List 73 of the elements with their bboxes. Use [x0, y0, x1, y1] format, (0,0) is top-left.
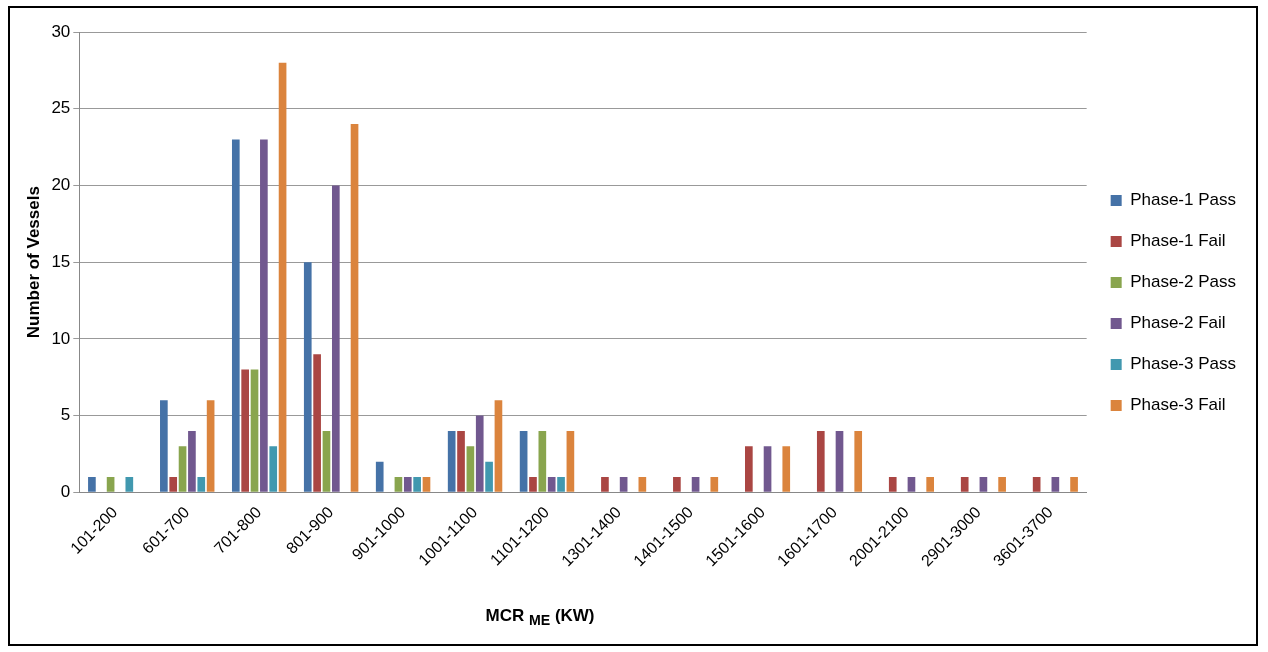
bar — [350, 124, 359, 492]
bar — [178, 446, 187, 492]
bar — [278, 62, 287, 492]
bar — [638, 476, 647, 492]
bar — [888, 476, 897, 492]
bar — [619, 476, 628, 492]
bar — [1032, 476, 1041, 492]
bar — [926, 476, 934, 492]
bar — [303, 262, 312, 492]
bar — [250, 369, 259, 492]
bar — [673, 476, 681, 492]
bar — [197, 476, 206, 492]
bar — [125, 476, 134, 492]
bar — [691, 476, 700, 492]
x-axis-title: MCR $_{ME}$ (KW) — [484, 606, 596, 629]
bar — [466, 446, 475, 492]
y-tick-label: 5 — [60, 405, 71, 425]
bar — [907, 476, 916, 492]
bar — [269, 446, 278, 492]
bar — [519, 430, 528, 492]
bar — [998, 476, 1006, 492]
bar — [782, 446, 791, 492]
y-tick-label: 10 — [51, 328, 71, 348]
bar — [745, 446, 753, 492]
bar — [313, 354, 321, 492]
y-axis-title: Number of Vessels — [23, 186, 43, 339]
bar — [557, 476, 565, 492]
bar — [494, 400, 503, 492]
bar — [403, 476, 412, 492]
bar — [854, 430, 863, 492]
bar — [529, 476, 537, 492]
legend-label: Phase-1 Fail — [1130, 231, 1226, 251]
bar — [241, 369, 249, 492]
bar — [322, 430, 331, 492]
bar — [835, 430, 844, 492]
legend-label: Phase-3 Fail — [1130, 395, 1226, 415]
bar — [960, 476, 969, 492]
bar — [710, 476, 719, 492]
legend-label: Phase-1 Pass — [1130, 190, 1237, 210]
bar — [547, 476, 556, 492]
bar — [447, 430, 456, 492]
bar — [160, 400, 168, 492]
legend-label: Phase-3 Pass — [1130, 354, 1237, 374]
bar — [188, 430, 196, 492]
bar — [475, 415, 484, 492]
y-tick-label: 15 — [51, 251, 71, 271]
bar — [106, 476, 115, 492]
bar — [763, 446, 772, 492]
bar — [206, 400, 215, 492]
bar — [979, 476, 988, 492]
bar — [1070, 476, 1078, 492]
bar — [169, 476, 178, 492]
bar — [231, 139, 240, 492]
y-tick-label: 25 — [51, 98, 71, 118]
bar — [601, 476, 609, 492]
bar — [88, 476, 96, 492]
bar — [816, 430, 825, 492]
y-tick-label: 0 — [60, 482, 71, 502]
y-tick-label: 30 — [51, 21, 71, 41]
legend-label: Phase-2 Pass — [1130, 272, 1237, 292]
bar — [538, 430, 547, 492]
bar — [375, 461, 384, 492]
bar — [260, 139, 268, 492]
bar — [422, 476, 431, 492]
y-tick-label: 20 — [51, 175, 71, 195]
legend-label: Phase-2 Fail — [1130, 313, 1226, 333]
bar — [1051, 476, 1060, 492]
bar — [394, 476, 403, 492]
bar — [413, 476, 421, 492]
bar — [331, 185, 340, 492]
bar — [485, 461, 493, 492]
bar — [566, 430, 575, 492]
bar — [457, 430, 465, 492]
